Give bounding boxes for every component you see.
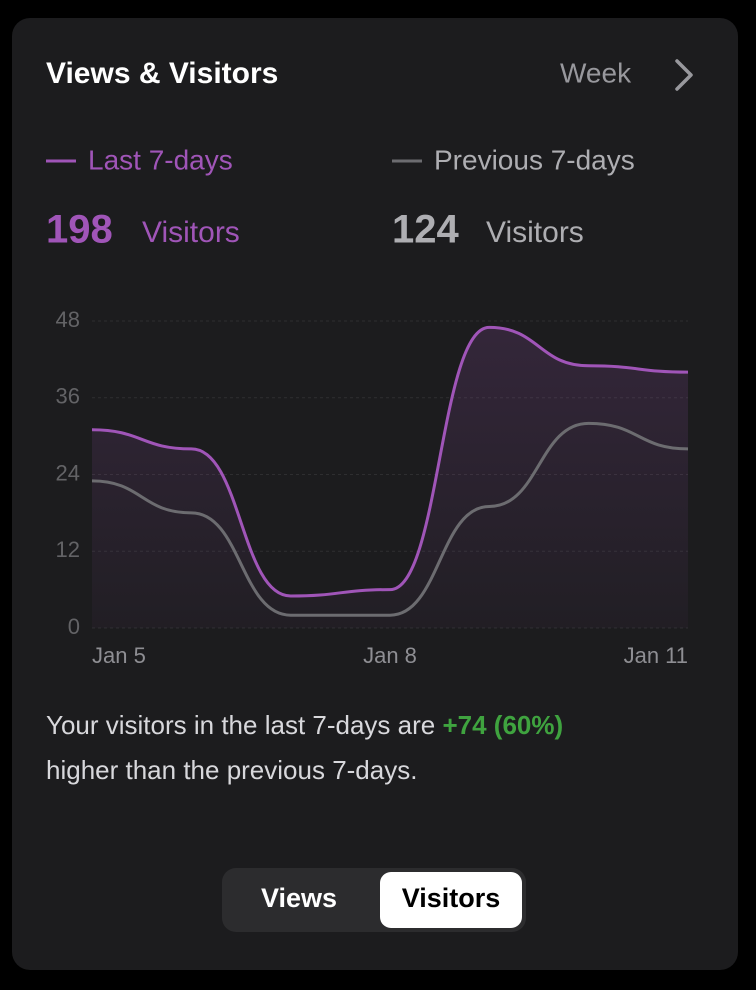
summary-highlight: +74 (60%) — [442, 710, 563, 740]
legend-label: Previous 7-days — [434, 144, 635, 175]
legend: Last 7-days Previous 7-days — [46, 144, 635, 175]
x-tick-label: Jan 11 — [624, 643, 688, 668]
y-tick-label: 0 — [68, 614, 80, 639]
legend-label: Last 7-days — [88, 144, 233, 175]
line — [91, 325, 689, 598]
line — [91, 421, 689, 617]
y-tick-label: 36 — [56, 384, 80, 409]
segment[interactable]: Visitors — [402, 883, 501, 913]
chevron[interactable] — [675, 59, 693, 91]
card — [12, 18, 738, 970]
x-tick-label: Jan 8 — [363, 643, 417, 668]
period-selector[interactable]: Week — [560, 57, 632, 88]
segment[interactable]: Views — [261, 883, 337, 913]
summary-text: Your visitors in the last 7-days are — [46, 710, 442, 740]
summary-text: higher than the previous 7-days. — [46, 755, 417, 785]
summary-line: Your visitors in the last 7-days are +74… — [46, 710, 563, 740]
x-tick-label: Jan 5 — [92, 643, 146, 668]
area — [92, 327, 688, 628]
stat-value: 198 — [46, 208, 113, 252]
stat-unit: Visitors — [142, 216, 240, 249]
selected-segment[interactable] — [380, 872, 522, 928]
stat-value: 124 — [392, 208, 459, 252]
plot: 0 12 24 36 48 Jan 5 Jan 8 Jan 11 — [56, 307, 689, 668]
y-tick-label: 48 — [56, 307, 80, 332]
card-title: Views & Visitors — [46, 57, 278, 90]
stat-unit: Visitors — [486, 216, 584, 249]
y-tick-label: 24 — [56, 460, 80, 485]
y-tick-label: 12 — [56, 537, 80, 562]
